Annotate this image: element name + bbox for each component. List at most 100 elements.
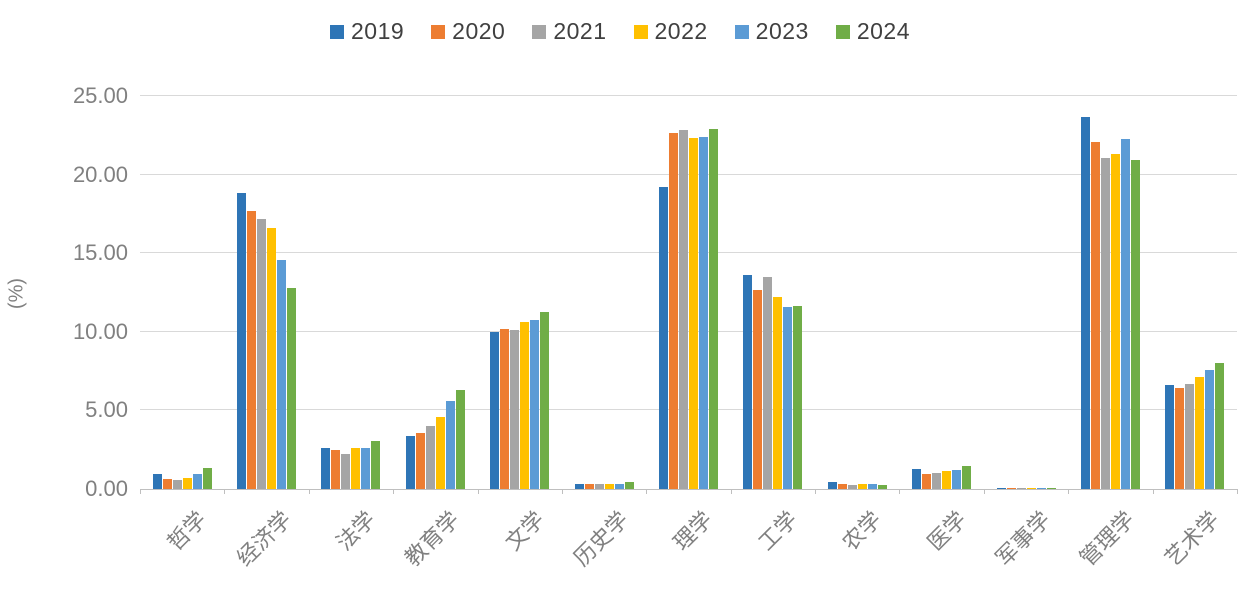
bar-2023-军事学 (1036, 488, 1046, 489)
bar-2019-经济学 (237, 192, 247, 489)
legend-label: 2023 (755, 18, 809, 44)
legend-label: 2020 (452, 18, 506, 44)
bar-2024-文学 (540, 312, 550, 489)
bar-group-法学 (309, 96, 393, 489)
legend-swatch-2022 (633, 24, 648, 39)
legend-label: 2022 (654, 18, 708, 44)
bar-2019-管理学 (1080, 117, 1090, 489)
bar-2022-历史学 (604, 483, 614, 489)
bar-group-经济学 (224, 96, 308, 489)
bar-2023-经济学 (277, 260, 287, 489)
bar-2022-艺术学 (1195, 377, 1205, 489)
bar-2024-农学 (877, 485, 887, 489)
x-axis-tick (140, 489, 141, 494)
bar-2019-理学 (658, 187, 668, 489)
bar-2023-农学 (867, 483, 877, 489)
x-category-label-艺术学: 艺术学 (1159, 506, 1225, 571)
bar-2021-文学 (510, 330, 520, 489)
legend-label: 2024 (856, 18, 911, 44)
bar-2020-艺术学 (1175, 388, 1185, 489)
bar-2023-文学 (530, 320, 540, 489)
x-category-label-军事学: 军事学 (990, 506, 1056, 571)
bar-2020-军事学 (1006, 488, 1016, 489)
bar-2021-军事学 (1016, 488, 1026, 489)
legend-item-2019: 2019 (329, 18, 404, 45)
bar-2023-艺术学 (1205, 369, 1215, 489)
bar-2019-医学 (912, 468, 922, 489)
gridline-20 (140, 173, 1237, 175)
legend-swatch-2021 (532, 24, 547, 39)
legend-swatch-2024 (835, 24, 850, 39)
y-axis-title: (%) (5, 277, 28, 310)
bar-2021-医学 (932, 472, 942, 489)
bar-2022-理学 (688, 138, 698, 489)
y-tick-label: 25.00 (72, 83, 128, 108)
y-tick-label: 5.00 (85, 397, 128, 423)
legend-swatch-2023 (734, 24, 749, 39)
bar-2022-农学 (857, 484, 867, 489)
bar-2020-管理学 (1090, 142, 1100, 489)
bar-2024-历史学 (624, 481, 634, 489)
x-category-label-经济学: 经济学 (231, 506, 296, 571)
x-category-label-医学: 医学 (922, 506, 971, 556)
bar-group-文学 (478, 96, 562, 489)
plot-area: 0.00 5.00 10.00 15.00 20.00 25.00 哲学 经济学 法学 教育学 文学… (73, 83, 1238, 571)
x-axis-tick (1237, 489, 1238, 494)
bar-2021-管理学 (1100, 158, 1110, 489)
bar-group-农学 (815, 96, 899, 489)
bar-2021-法学 (341, 453, 351, 489)
bar-2023-教育学 (445, 400, 455, 489)
bar-2024-艺术学 (1215, 363, 1225, 489)
bar-group-教育学 (393, 96, 477, 489)
bar-2019-工学 (743, 275, 753, 489)
bar-2021-历史学 (594, 484, 604, 489)
bar-2023-工学 (783, 306, 793, 489)
bar-2020-理学 (668, 132, 678, 489)
bar-2024-教育学 (455, 389, 465, 489)
bar-2023-历史学 (614, 484, 624, 489)
bar-2024-法学 (371, 441, 381, 489)
x-category-label-农学: 农学 (837, 506, 887, 556)
gridline-5 (140, 409, 1237, 411)
x-axis-tick (224, 489, 226, 494)
legend-item-2021: 2021 (532, 18, 606, 45)
legend-swatch-2019 (329, 24, 344, 39)
bar-2022-法学 (351, 448, 361, 489)
bar-2022-哲学 (182, 477, 192, 489)
bar-group-军事学 (984, 96, 1068, 489)
legend-swatch-2020 (431, 24, 446, 39)
x-axis-tick (983, 489, 985, 494)
bar-2020-医学 (922, 473, 932, 489)
bar-group-历史学 (562, 96, 646, 489)
bar-2021-经济学 (257, 219, 267, 489)
bar-2020-农学 (837, 484, 847, 489)
bar-2021-工学 (763, 276, 773, 489)
y-tick-label: 10.00 (72, 318, 128, 344)
bar-2019-军事学 (996, 488, 1006, 489)
bar-2019-历史学 (574, 483, 584, 489)
bar-group-工学 (731, 96, 815, 489)
bar-2021-哲学 (172, 479, 182, 489)
bar-2024-经济学 (287, 287, 297, 489)
bar-2021-教育学 (425, 426, 435, 489)
bar-group-哲学 (140, 96, 224, 489)
x-axis-tick (308, 489, 310, 494)
bar-2023-管理学 (1120, 139, 1130, 489)
bar-2020-法学 (331, 449, 341, 489)
bar-2023-医学 (952, 469, 962, 489)
x-category-label-历史学: 历史学 (568, 506, 634, 571)
bar-2020-教育学 (415, 433, 425, 489)
bar-2019-文学 (490, 331, 500, 489)
y-tick-label: 15.00 (72, 240, 128, 266)
bar-2021-理学 (678, 129, 688, 489)
bar-2022-军事学 (1026, 488, 1036, 489)
x-axis-tick (646, 489, 648, 494)
bar-group-医学 (899, 96, 983, 489)
bar-2020-经济学 (247, 210, 257, 489)
x-axis-tick (730, 489, 732, 494)
bar-2020-文学 (500, 328, 510, 489)
chart-legend: 2019 2020 2021 2022 2023 2024 (0, 18, 1240, 45)
bar-group-艺术学 (1153, 96, 1237, 489)
bar-2024-哲学 (202, 467, 212, 489)
bar-2022-经济学 (267, 228, 277, 489)
